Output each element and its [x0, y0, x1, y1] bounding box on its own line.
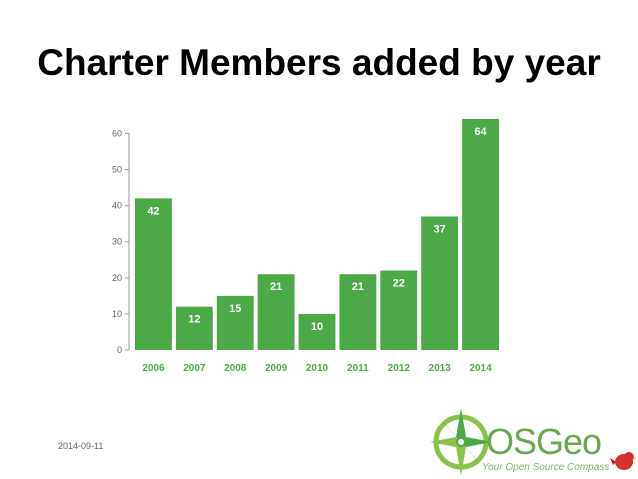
data-label-2014: 64 [474, 126, 487, 138]
bar-2014 [462, 119, 499, 350]
bar-2008 [216, 295, 254, 350]
y-tick-label: 30 [112, 237, 122, 247]
bar-2006 [135, 198, 172, 350]
x-tick-label-2009: 2009 [265, 363, 288, 374]
slide-title: Charter Members added by year [37, 42, 601, 83]
x-tick-label-2012: 2012 [388, 363, 411, 374]
y-tick-label: 0 [117, 345, 122, 355]
x-tick-label-2013: 2013 [429, 363, 452, 374]
bar-2013 [421, 216, 459, 350]
data-label-2012: 22 [393, 278, 405, 290]
osgeo-logo: OSGeo Your Open Source Compass [428, 404, 638, 479]
footer-date: 2014-09-11 [58, 441, 104, 451]
data-label-2011: 21 [352, 281, 364, 293]
bars-group: 42 12 15 21 10 21 22 37 64 [135, 119, 499, 350]
y-tick-label: 50 [112, 165, 122, 175]
bar-2007 [175, 306, 213, 350]
data-label-2009: 21 [270, 281, 282, 293]
y-tick-label: 20 [112, 273, 122, 283]
x-tick-label-2010: 2010 [306, 363, 329, 374]
red-bird-icon [610, 452, 636, 470]
x-tick-label-2007: 2007 [183, 363, 206, 374]
bar-2009 [257, 274, 295, 350]
x-tick-label-2014: 2014 [469, 363, 492, 374]
data-label-2008: 15 [229, 303, 241, 315]
data-label-2006: 42 [147, 205, 159, 217]
x-tick-label-2011: 2011 [347, 363, 369, 374]
y-tick-label: 10 [112, 309, 122, 319]
x-axis-labels: 2006 2007 2008 2009 2010 2011 2012 2013 2014 [142, 363, 492, 374]
bar-2012 [380, 270, 418, 350]
data-label-2010: 10 [311, 321, 323, 333]
x-tick-label-2008: 2008 [224, 363, 247, 374]
bar-2010 [298, 313, 336, 350]
compass-rose-icon [430, 408, 492, 476]
y-tick-label: 60 [112, 128, 122, 138]
bar-2011 [339, 274, 377, 350]
data-label-2013: 37 [434, 223, 446, 235]
y-axis: 0 10 20 30 40 50 60 [112, 128, 130, 355]
logo-wordmark: OSGeo [486, 421, 602, 462]
x-tick-label-2006: 2006 [142, 363, 165, 374]
data-label-2007: 12 [188, 314, 200, 326]
logo-tagline: Your Open Source Compass [482, 462, 610, 473]
y-tick-label: 40 [112, 201, 122, 211]
